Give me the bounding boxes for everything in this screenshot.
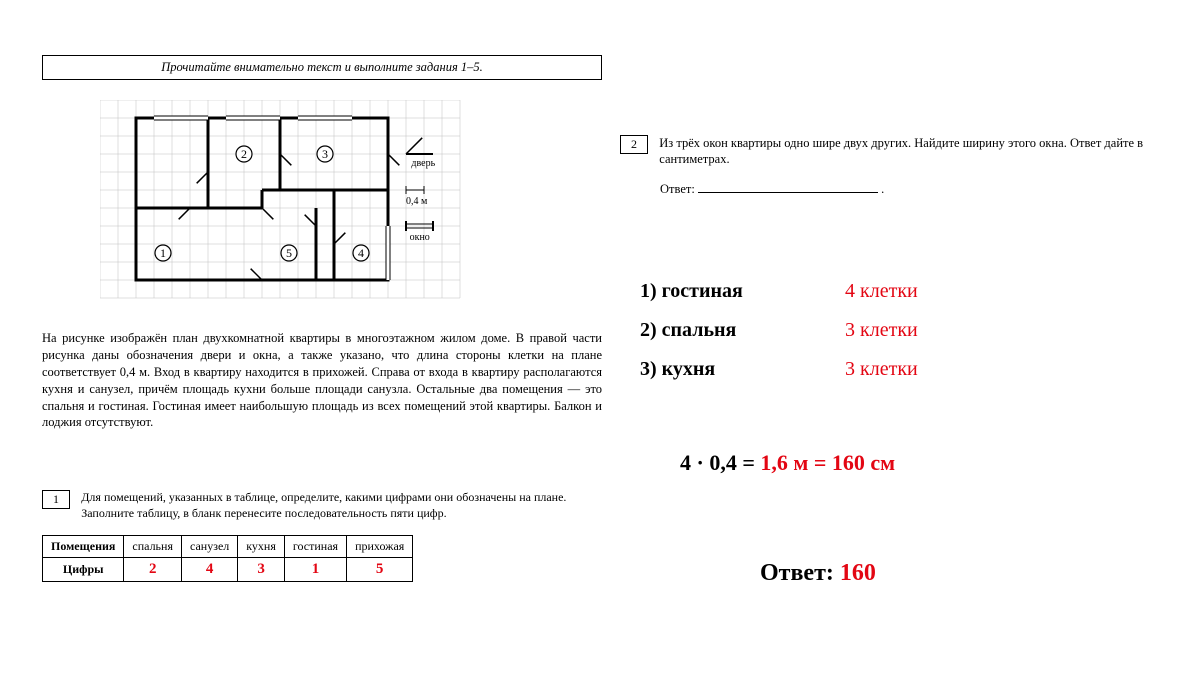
q2-answer-line: Ответ: . [660, 182, 1170, 197]
instruction-bar: Прочитайте внимательно текст и выполните… [42, 55, 602, 80]
q1-col-2: кухня [238, 536, 285, 558]
instruction-text: Прочитайте внимательно текст и выполните… [161, 60, 483, 74]
svg-text:окно: окно [410, 232, 430, 243]
q1-ans-4: 5 [347, 558, 413, 582]
final-answer: Ответ: 160 [760, 560, 876, 587]
q1-table: Помещенияспальнясанузелкухнягостинаяприх… [42, 535, 413, 582]
plan-svg: 1 2 3 4 5 дверь 0,4 м окно [100, 100, 496, 316]
q1-ans-2: 3 [238, 558, 285, 582]
q1-row-label: Цифры [43, 558, 124, 582]
q2-number: 2 [620, 135, 648, 154]
solution-row-2: 3) кухня 3 клетки [640, 358, 918, 381]
problem-description: На рисунке изображён план двухкомнатной … [42, 330, 602, 431]
solution-list: 1) гостиная 4 клетки 2) спальня 3 клетки 3… [640, 280, 918, 397]
q2-text: Из трёх окон квартиры одно шире двух дру… [659, 135, 1159, 168]
solution-row-0: 1) гостиная 4 клетки [640, 280, 918, 303]
q1-ans-1: 4 [181, 558, 237, 582]
svg-text:1: 1 [160, 246, 166, 260]
svg-text:3: 3 [322, 147, 328, 161]
eq-prefix: 4 · 0,4 = [680, 450, 760, 475]
floor-plan: 1 2 3 4 5 дверь 0,4 м окно [100, 100, 496, 316]
svg-text:дверь: дверь [411, 158, 435, 169]
solution-equation: 4 · 0,4 = 1,6 м = 160 см [680, 450, 895, 476]
q1-ans-0: 2 [124, 558, 182, 582]
q1-number: 1 [42, 490, 70, 509]
q1-col-4: прихожая [347, 536, 413, 558]
question-1: 1 Для помещений, указанных в таблице, оп… [42, 490, 602, 582]
q1-col-3: гостиная [284, 536, 346, 558]
q1-text: Для помещений, указанных в таблице, опре… [81, 490, 581, 521]
svg-text:2: 2 [241, 147, 247, 161]
svg-text:0,4 м: 0,4 м [406, 196, 428, 207]
eq-result: 1,6 м = 160 см [760, 450, 895, 475]
q2-blank-line [698, 183, 878, 193]
q2-answer-label: Ответ: [660, 182, 695, 196]
final-label: Ответ: [760, 560, 840, 586]
solution-row-1: 2) спальня 3 клетки [640, 319, 918, 342]
svg-text:4: 4 [358, 246, 364, 260]
q1-col-1: санузел [181, 536, 237, 558]
svg-text:5: 5 [286, 246, 292, 260]
q1-head-label: Помещения [43, 536, 124, 558]
final-value: 160 [840, 560, 876, 586]
q1-col-0: спальня [124, 536, 182, 558]
question-2: 2 Из трёх окон квартиры одно шире двух д… [620, 135, 1170, 197]
q1-ans-3: 1 [284, 558, 346, 582]
